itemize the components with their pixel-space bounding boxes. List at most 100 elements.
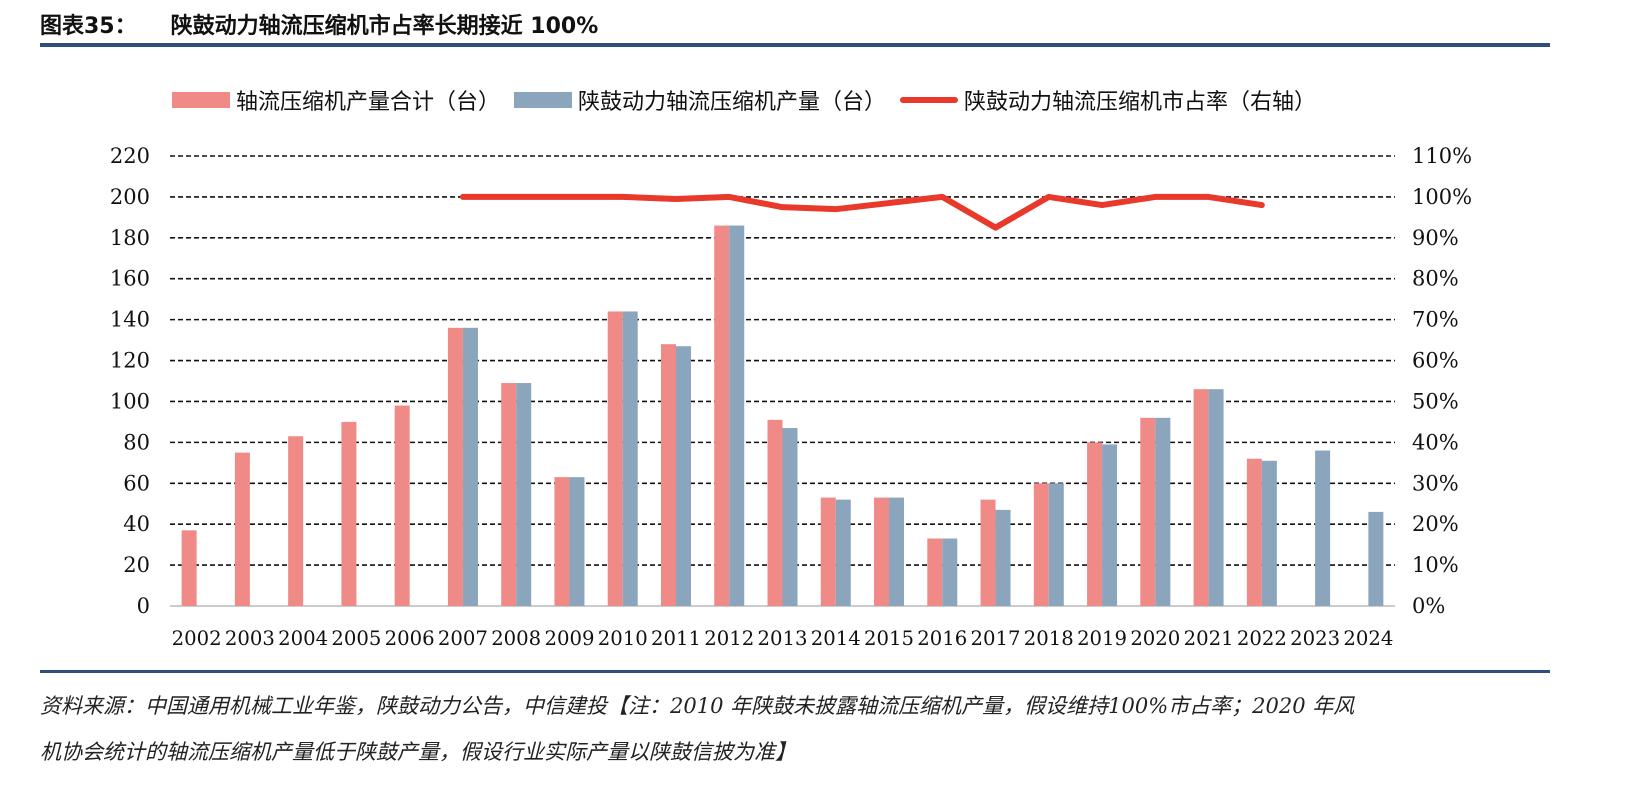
left-axis-tick-label: 160 [110,267,150,291]
right-axis-tick-label: 50% [1412,389,1459,413]
left-axis-tick-label: 120 [110,349,150,373]
right-axis-tick-label: 100% [1412,185,1472,209]
right-axis-tick-label: 110% [1412,144,1472,168]
bar-total-2013 [767,419,783,606]
bar-total-2019 [1087,442,1103,606]
bar-shaangu-2015 [889,497,905,606]
x-axis-tick-label: 2020 [1130,626,1180,650]
bottom-rule [40,670,1550,673]
legend-item-shaangu: 陕鼓动力轴流压缩机产量（台） [514,84,886,116]
left-axis-tick-label: 60 [123,471,150,495]
left-axis-tick-label: 100 [110,389,150,413]
right-axis-tick-label: 90% [1412,226,1459,250]
right-axis-tick-label: 40% [1412,430,1459,454]
bar-shaangu-2008 [516,383,532,606]
bar-total-2003 [234,452,250,606]
x-axis-tick-label: 2008 [491,626,541,650]
bar-total-2018 [1033,483,1049,606]
left-axis-tick-label: 40 [123,512,150,536]
right-axis-tick-label: 10% [1412,553,1459,577]
bar-shaangu-2013 [782,428,798,606]
x-axis-tick-label: 2018 [1024,626,1074,650]
x-axis-tick-label: 2007 [438,626,488,650]
x-axis-tick-label: 2010 [598,626,648,650]
bar-total-2006 [394,405,410,606]
bar-total-2015 [874,497,890,606]
bar-shaangu-2023 [1315,450,1331,606]
right-axis-tick-label: 30% [1412,471,1459,495]
x-axis-tick-label: 2023 [1290,626,1340,650]
legend-label-share: 陕鼓动力轴流压缩机市占率（右轴） [964,90,1317,115]
bar-total-2004 [288,436,304,606]
legend-swatch-shaangu [514,92,573,108]
legend-label-shaangu: 陕鼓动力轴流压缩机产量（台） [578,90,887,115]
left-axis-tick-label: 80 [123,430,150,454]
x-axis-tick-label: 2022 [1237,626,1287,650]
bar-total-2010 [607,311,623,606]
bar-shaangu-2011 [675,346,691,606]
bar-total-2002 [181,530,197,606]
x-axis-tick-label: 2024 [1343,626,1393,650]
x-axis-tick-label: 2009 [544,626,594,650]
left-axis-tick-label: 180 [110,226,150,250]
legend-swatch-share [900,97,959,103]
right-axis-tick-label: 60% [1412,349,1459,373]
left-axis-tick-label: 200 [110,185,150,209]
x-axis-tick-label: 2014 [811,626,861,650]
bar-shaangu-2010 [622,311,638,606]
x-axis-tick-label: 2003 [225,626,275,650]
x-axis-tick-label: 2021 [1184,626,1234,650]
chart-plot: 0 0% 20 10% 40 20% 60 30% 80 40% 100 50% 120 60% 140 70… [110,144,1472,650]
right-axis-tick-label: 20% [1412,512,1459,536]
x-axis-tick-label: 2006 [385,626,435,650]
figure-title-text: 陕鼓动力轴流压缩机市占率长期接近 100% [170,14,599,39]
bar-total-2021 [1193,389,1209,606]
bar-total-2020 [1140,417,1156,606]
x-axis-tick-label: 2012 [704,626,754,650]
share-line [459,193,1265,231]
x-axis-tick-label: 2016 [917,626,967,650]
right-axis-tick-label: 70% [1412,308,1459,332]
right-axis-tick-label: 80% [1412,267,1459,291]
bar-total-2014 [820,497,836,606]
source-note-line1: 资料来源：中国通用机械工业年鉴，陕鼓动力公告，中信建投【注：2010 年陕鼓未披… [40,694,1355,718]
left-axis-tick-label: 220 [110,144,150,168]
figure-title: 图表35： 陕鼓动力轴流压缩机市占率长期接近 100% [40,8,598,40]
top-rule [40,43,1550,47]
bar-shaangu-2016 [942,538,958,606]
bar-shaangu-2007 [462,327,478,606]
bar-shaangu-2021 [1208,389,1224,606]
x-axis-tick-label: 2002 [172,626,222,650]
bar-shaangu-2022 [1261,460,1277,606]
legend: 轴流压缩机产量合计（台） 陕鼓动力轴流压缩机产量（台） 陕鼓动力轴流压缩机市占率… [172,84,1330,116]
bar-total-2007 [447,327,463,606]
legend-swatch-total [172,92,230,108]
bar-shaangu-2020 [1155,417,1171,606]
bar-total-2012 [714,225,730,606]
x-axis-tick-label: 2019 [1077,626,1127,650]
x-axis-tick-label: 2004 [278,626,328,650]
legend-label-total: 轴流压缩机产量合计（台） [236,90,501,115]
bar-shaangu-2014 [835,499,851,606]
figure-number: 图表35： [40,14,137,39]
bar-total-2011 [660,344,676,606]
legend-item-share: 陕鼓动力轴流压缩机市占率（右轴） [900,84,1316,116]
x-axis-tick-label: 2015 [864,626,914,650]
bar-shaangu-2019 [1102,444,1118,606]
bar-shaangu-2018 [1048,483,1064,606]
bar-total-2016 [927,538,943,606]
x-axis-tick-label: 2011 [651,626,701,650]
source-note-line2: 机协会统计的轴流压缩机产量低于陕鼓产量，假设行业实际产量以陕鼓信披为准】 [40,740,796,764]
bar-shaangu-2024 [1368,511,1384,606]
left-axis-tick-label: 140 [110,308,150,332]
bar-total-2022 [1246,458,1262,606]
bar-total-2005 [341,421,357,606]
x-axis-tick-label: 2017 [971,626,1021,650]
left-axis-tick-label: 20 [123,553,150,577]
x-axis-tick-label: 2013 [758,626,808,650]
left-axis-tick-label: 0 [137,594,150,618]
bar-total-2009 [554,477,570,606]
bar-shaangu-2009 [569,477,585,606]
right-axis-tick-label: 0% [1412,594,1445,618]
x-axis-tick-label: 2005 [331,626,381,650]
